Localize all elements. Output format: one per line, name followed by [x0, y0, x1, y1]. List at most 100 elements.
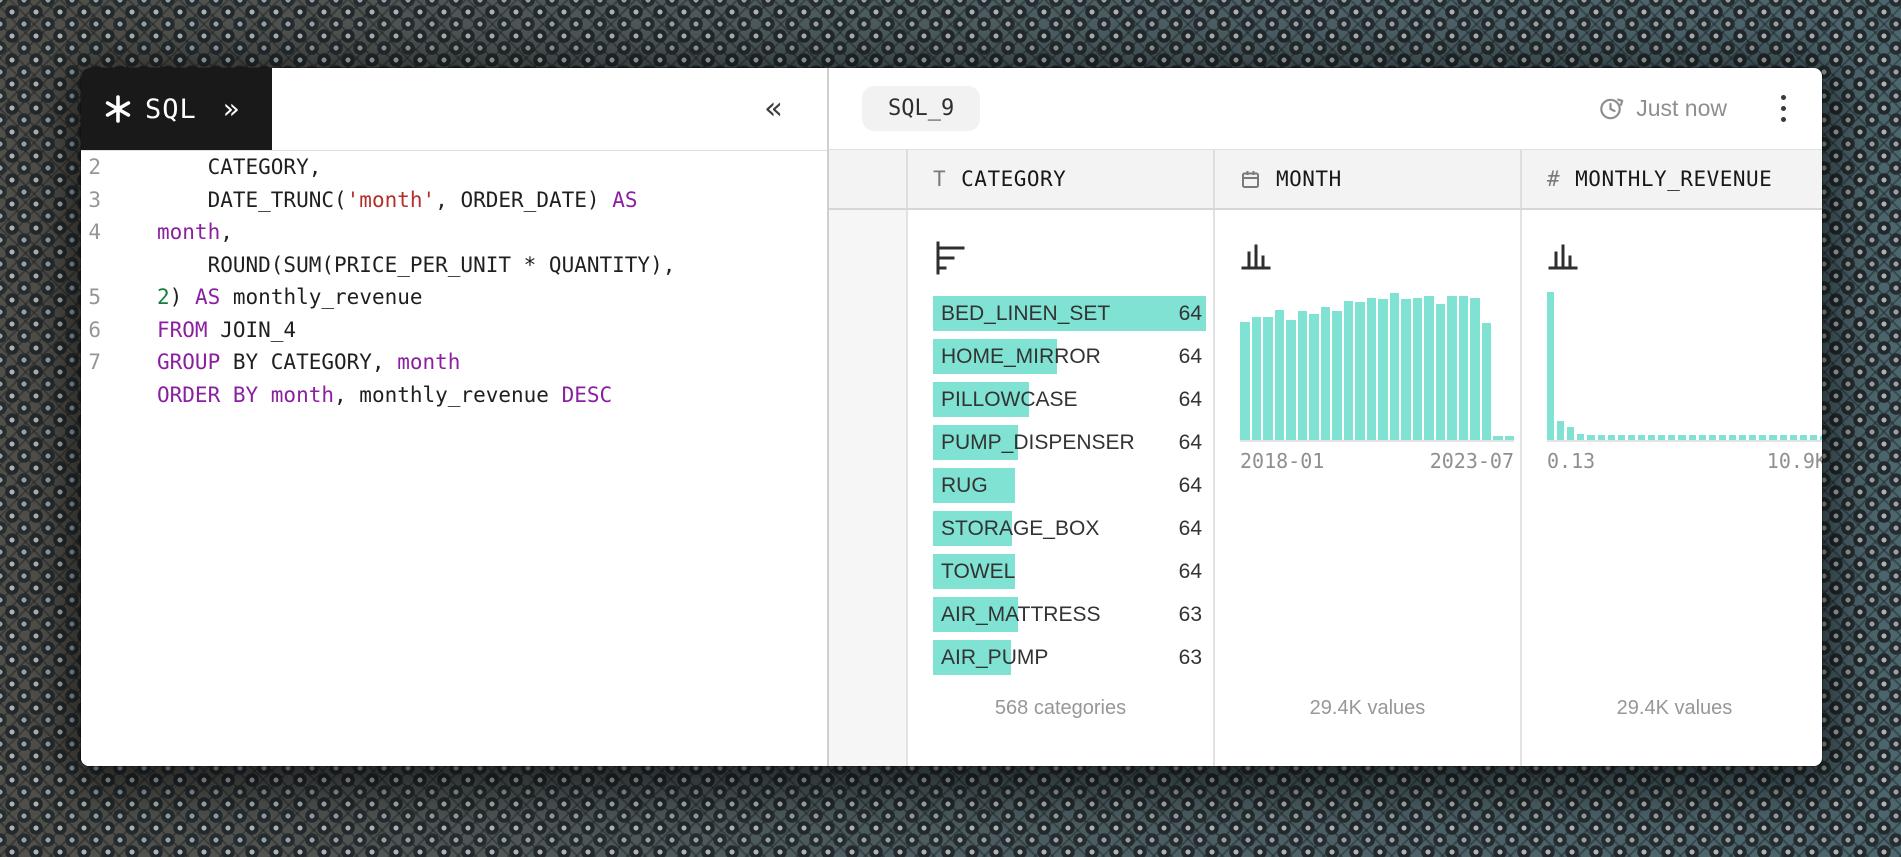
histogram-bar: [1698, 434, 1706, 440]
line-number: [81, 249, 101, 282]
histogram-bar: [1458, 296, 1468, 440]
category-row[interactable]: RUG 64: [933, 468, 1206, 503]
histogram-bar: [1627, 434, 1635, 440]
histogram-bar: [1678, 434, 1686, 440]
histogram-bar: [1481, 323, 1491, 440]
category-row[interactable]: AIR_MATTRESS 63: [933, 597, 1206, 632]
cell-type-badge[interactable]: SQL »: [81, 68, 272, 150]
histogram-bar: [1435, 303, 1445, 440]
category-count: 64: [1178, 302, 1202, 325]
histogram-bar: [1378, 299, 1388, 440]
histogram-bar: [1343, 300, 1353, 440]
cell-type-label: SQL: [145, 93, 197, 125]
category-row[interactable]: HOME_MIRROR 64: [933, 339, 1206, 374]
category-row[interactable]: AIR_PUMP 63: [933, 640, 1206, 675]
histogram-bar: [1648, 434, 1656, 440]
asterisk-logo-icon: [105, 95, 131, 123]
axis-max-label: 2023-07: [1429, 449, 1514, 473]
histogram-bar: [1759, 434, 1767, 440]
code-line: 4 month,: [81, 216, 827, 249]
histogram-bar: [1567, 426, 1575, 440]
code-line: ORDER BY month, monthly_revenue DESC: [81, 379, 827, 412]
histogram-bar: [1286, 320, 1296, 440]
cell-menu-button[interactable]: [1775, 89, 1792, 128]
last-run-status: Just now: [1597, 95, 1727, 122]
monthly-revenue-summary-cell: 0.13 10.9K 29.4K values: [1522, 210, 1822, 766]
code-text: GROUP BY CATEGORY, month: [157, 350, 461, 374]
result-tab-sql-9[interactable]: SQL_9: [862, 86, 981, 131]
category-count-footer: 568 categories: [994, 697, 1127, 719]
histogram-bar: [1779, 434, 1787, 440]
histogram-bar: [1251, 317, 1261, 440]
row-number-gutter: [829, 210, 908, 766]
category-row[interactable]: STORAGE_BOX 64: [933, 511, 1206, 546]
number-type-icon: #: [1547, 167, 1561, 191]
histogram-bar: [1447, 296, 1457, 440]
monthly-revenue-histogram[interactable]: [1547, 292, 1822, 442]
last-run-text: Just now: [1636, 95, 1727, 121]
category-row[interactable]: BED_LINEN_SET 64: [933, 296, 1206, 331]
histogram-icon: [1241, 244, 1271, 270]
histogram-bar: [1749, 434, 1757, 440]
category-frequency-bar: [933, 339, 1058, 374]
sql-editor-pane: SQL » « 2 CATEGORY, 3 DATE_TRUNC('month',…: [81, 68, 829, 766]
category-label: TOWEL: [941, 560, 1016, 583]
histogram-bar: [1577, 434, 1585, 440]
histogram-bar: [1658, 434, 1666, 440]
revenue-axis-labels: 0.13 10.9K: [1547, 449, 1822, 473]
category-frequency-bar: [933, 554, 1015, 589]
sql-code-editor[interactable]: 2 CATEGORY, 3 DATE_TRUNC('month', ORDER_D…: [81, 151, 827, 411]
category-count: 64: [1178, 517, 1202, 540]
histogram-bar: [1739, 434, 1747, 440]
code-text: FROM JOIN_4: [157, 317, 297, 342]
category-frequency-bar: [933, 382, 1029, 417]
category-label: AIR_PUMP: [941, 646, 1049, 669]
month-axis-labels: 2018-01 2023-07: [1240, 449, 1514, 473]
column-header-label: MONTHLY_REVENUE: [1575, 167, 1773, 191]
category-frequency-list: BED_LINEN_SET 64 HOME_MIRROR 64 PILLOWCASE 64…: [925, 296, 1206, 675]
column-header-month[interactable]: MONTH: [1215, 150, 1522, 208]
line-number: 7: [88, 350, 101, 374]
category-frequency-bar: [933, 468, 1015, 503]
month-summary-cell: 2018-01 2023-07 29.4K values: [1215, 210, 1522, 766]
code-text: DATE_TRUNC('month', ORDER_DATE) AS: [157, 187, 638, 212]
category-count: 64: [1178, 560, 1202, 583]
histogram-icon: [1548, 244, 1578, 270]
sql-cell-card: SQL » « 2 CATEGORY, 3 DATE_TRUNC('month',…: [81, 68, 1822, 766]
axis-min-label: 0.13: [1547, 449, 1596, 473]
column-summary-row: BED_LINEN_SET 64 HOME_MIRROR 64 PILLOWCASE 64…: [829, 210, 1822, 766]
histogram-bar: [1728, 434, 1737, 440]
histogram-bar: [1493, 435, 1503, 440]
axis-max-label: 10.9K: [1766, 449, 1822, 473]
histogram-bar: [1799, 434, 1807, 440]
column-header-label: MONTH: [1276, 167, 1342, 191]
calendar-icon: [1242, 170, 1259, 188]
column-header-category[interactable]: T CATEGORY: [908, 150, 1215, 208]
category-frequency-bar: [933, 597, 1018, 632]
histogram-bar: [1389, 293, 1399, 440]
category-label: PUMP_DISPENSER: [941, 431, 1135, 454]
category-count: 63: [1178, 646, 1202, 669]
histogram-bar: [1819, 435, 1822, 440]
category-frequency-bar: [933, 511, 1013, 546]
code-text: month,: [157, 220, 233, 244]
code-line: 5 2) AS monthly_revenue: [81, 281, 827, 314]
line-number: 4: [88, 220, 101, 244]
category-row[interactable]: PUMP_DISPENSER 64: [933, 425, 1206, 460]
column-header-monthly-revenue[interactable]: # MONTHLY_REVENUE: [1522, 150, 1822, 208]
histogram-bar: [1274, 309, 1284, 440]
category-row[interactable]: TOWEL 64: [933, 554, 1206, 589]
histogram-bar: [1263, 317, 1273, 440]
code-text: 2) AS monthly_revenue: [157, 285, 423, 309]
category-frequency-bar: [933, 640, 1011, 675]
category-frequency-bar: [933, 425, 1018, 460]
expand-chevrons-icon: »: [222, 92, 240, 125]
histogram-bar: [1557, 420, 1565, 440]
histogram-bar: [1297, 311, 1307, 440]
collapse-panel-button[interactable]: «: [764, 90, 783, 127]
code-text: ORDER BY month, monthly_revenue DESC: [157, 382, 613, 407]
histogram-bar: [1789, 434, 1797, 440]
clock-history-icon: [1600, 98, 1624, 120]
month-histogram[interactable]: [1240, 292, 1514, 442]
category-row[interactable]: PILLOWCASE 64: [933, 382, 1206, 417]
